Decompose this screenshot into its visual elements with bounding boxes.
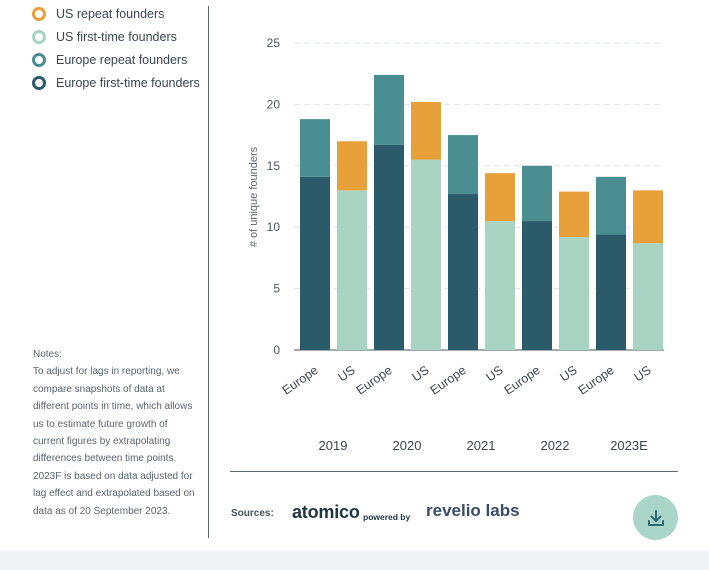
atomico-logo: atomico (292, 502, 360, 522)
y-tick-label: 20 (267, 97, 281, 111)
y-tick-label: 25 (267, 36, 281, 50)
bar-segment (633, 243, 663, 350)
x-tick-label: US (631, 363, 653, 384)
bar-segment (300, 176, 330, 350)
x-tick-label: US (335, 363, 357, 384)
bar-segment (633, 190, 663, 244)
legend-label: Europe repeat founders (56, 53, 188, 67)
vertical-divider (208, 6, 209, 538)
y-tick-label: 15 (267, 159, 281, 173)
legend-item-us-first-time[interactable]: US first-time founders (32, 29, 202, 46)
bar-segment (337, 190, 367, 350)
bar-segment (411, 101, 441, 160)
bar-segment (337, 141, 367, 191)
group-label: 2020 (393, 438, 422, 453)
x-tick-label: Europe (354, 363, 395, 398)
powered-by-label: powered by (363, 512, 411, 522)
legend-label: US repeat founders (56, 7, 165, 21)
bar-segment (485, 173, 515, 222)
bar-segment (411, 159, 441, 350)
group-label: 2022 (541, 438, 570, 453)
group-label: 2019 (319, 438, 348, 453)
sources-label: Sources: (231, 508, 274, 519)
notes-panel: Notes: To adjust for lags in reporting, … (33, 346, 195, 520)
bar-segment (559, 237, 589, 350)
bar-segment (596, 176, 626, 235)
legend-swatch-icon (32, 30, 46, 44)
notes-text: To adjust for lags in reporting, we comp… (33, 366, 195, 517)
footer-band (0, 550, 709, 570)
bar-segment (374, 74, 404, 145)
x-tick-label: US (557, 363, 579, 384)
legend-swatch-icon (32, 53, 46, 67)
horizontal-divider (230, 471, 678, 472)
legend-label: Europe first-time founders (56, 76, 200, 90)
x-tick-label: Europe (280, 363, 321, 398)
bar-segment (522, 165, 552, 222)
legend-item-us-repeat[interactable]: US repeat founders (32, 6, 202, 23)
bar-segment (522, 221, 552, 350)
legend-item-europe-repeat[interactable]: Europe repeat founders (32, 52, 202, 69)
revelio-labs-logo: revelio labs (426, 501, 520, 520)
legend-item-europe-first-time[interactable]: Europe first-time founders (32, 75, 202, 92)
bar-segment (374, 144, 404, 350)
group-label: 2021 (467, 438, 496, 453)
group-label: 2023E (610, 438, 648, 453)
y-tick-label: 10 (267, 220, 281, 234)
notes-title: Notes: (33, 349, 62, 360)
bar-segment (485, 221, 515, 350)
y-tick-label: 5 (273, 282, 280, 296)
y-tick-label: 0 (273, 343, 280, 357)
download-button[interactable] (633, 495, 678, 540)
bar-segment (448, 194, 478, 350)
bar-segment (300, 119, 330, 177)
x-tick-label: Europe (576, 363, 617, 398)
bar-segment (559, 191, 589, 238)
chart-legend: US repeat founders US first-time founder… (32, 6, 202, 98)
download-icon (647, 509, 664, 526)
y-axis-label: # of unique founders (248, 146, 260, 247)
x-tick-label: Europe (502, 363, 543, 398)
x-tick-label: Europe (428, 363, 469, 398)
legend-label: US first-time founders (56, 30, 177, 44)
x-tick-label: US (483, 363, 505, 384)
legend-swatch-icon (32, 76, 46, 90)
bar-segment (596, 234, 626, 350)
x-tick-label: US (409, 363, 431, 384)
bar-segment (448, 135, 478, 195)
legend-swatch-icon (32, 7, 46, 21)
